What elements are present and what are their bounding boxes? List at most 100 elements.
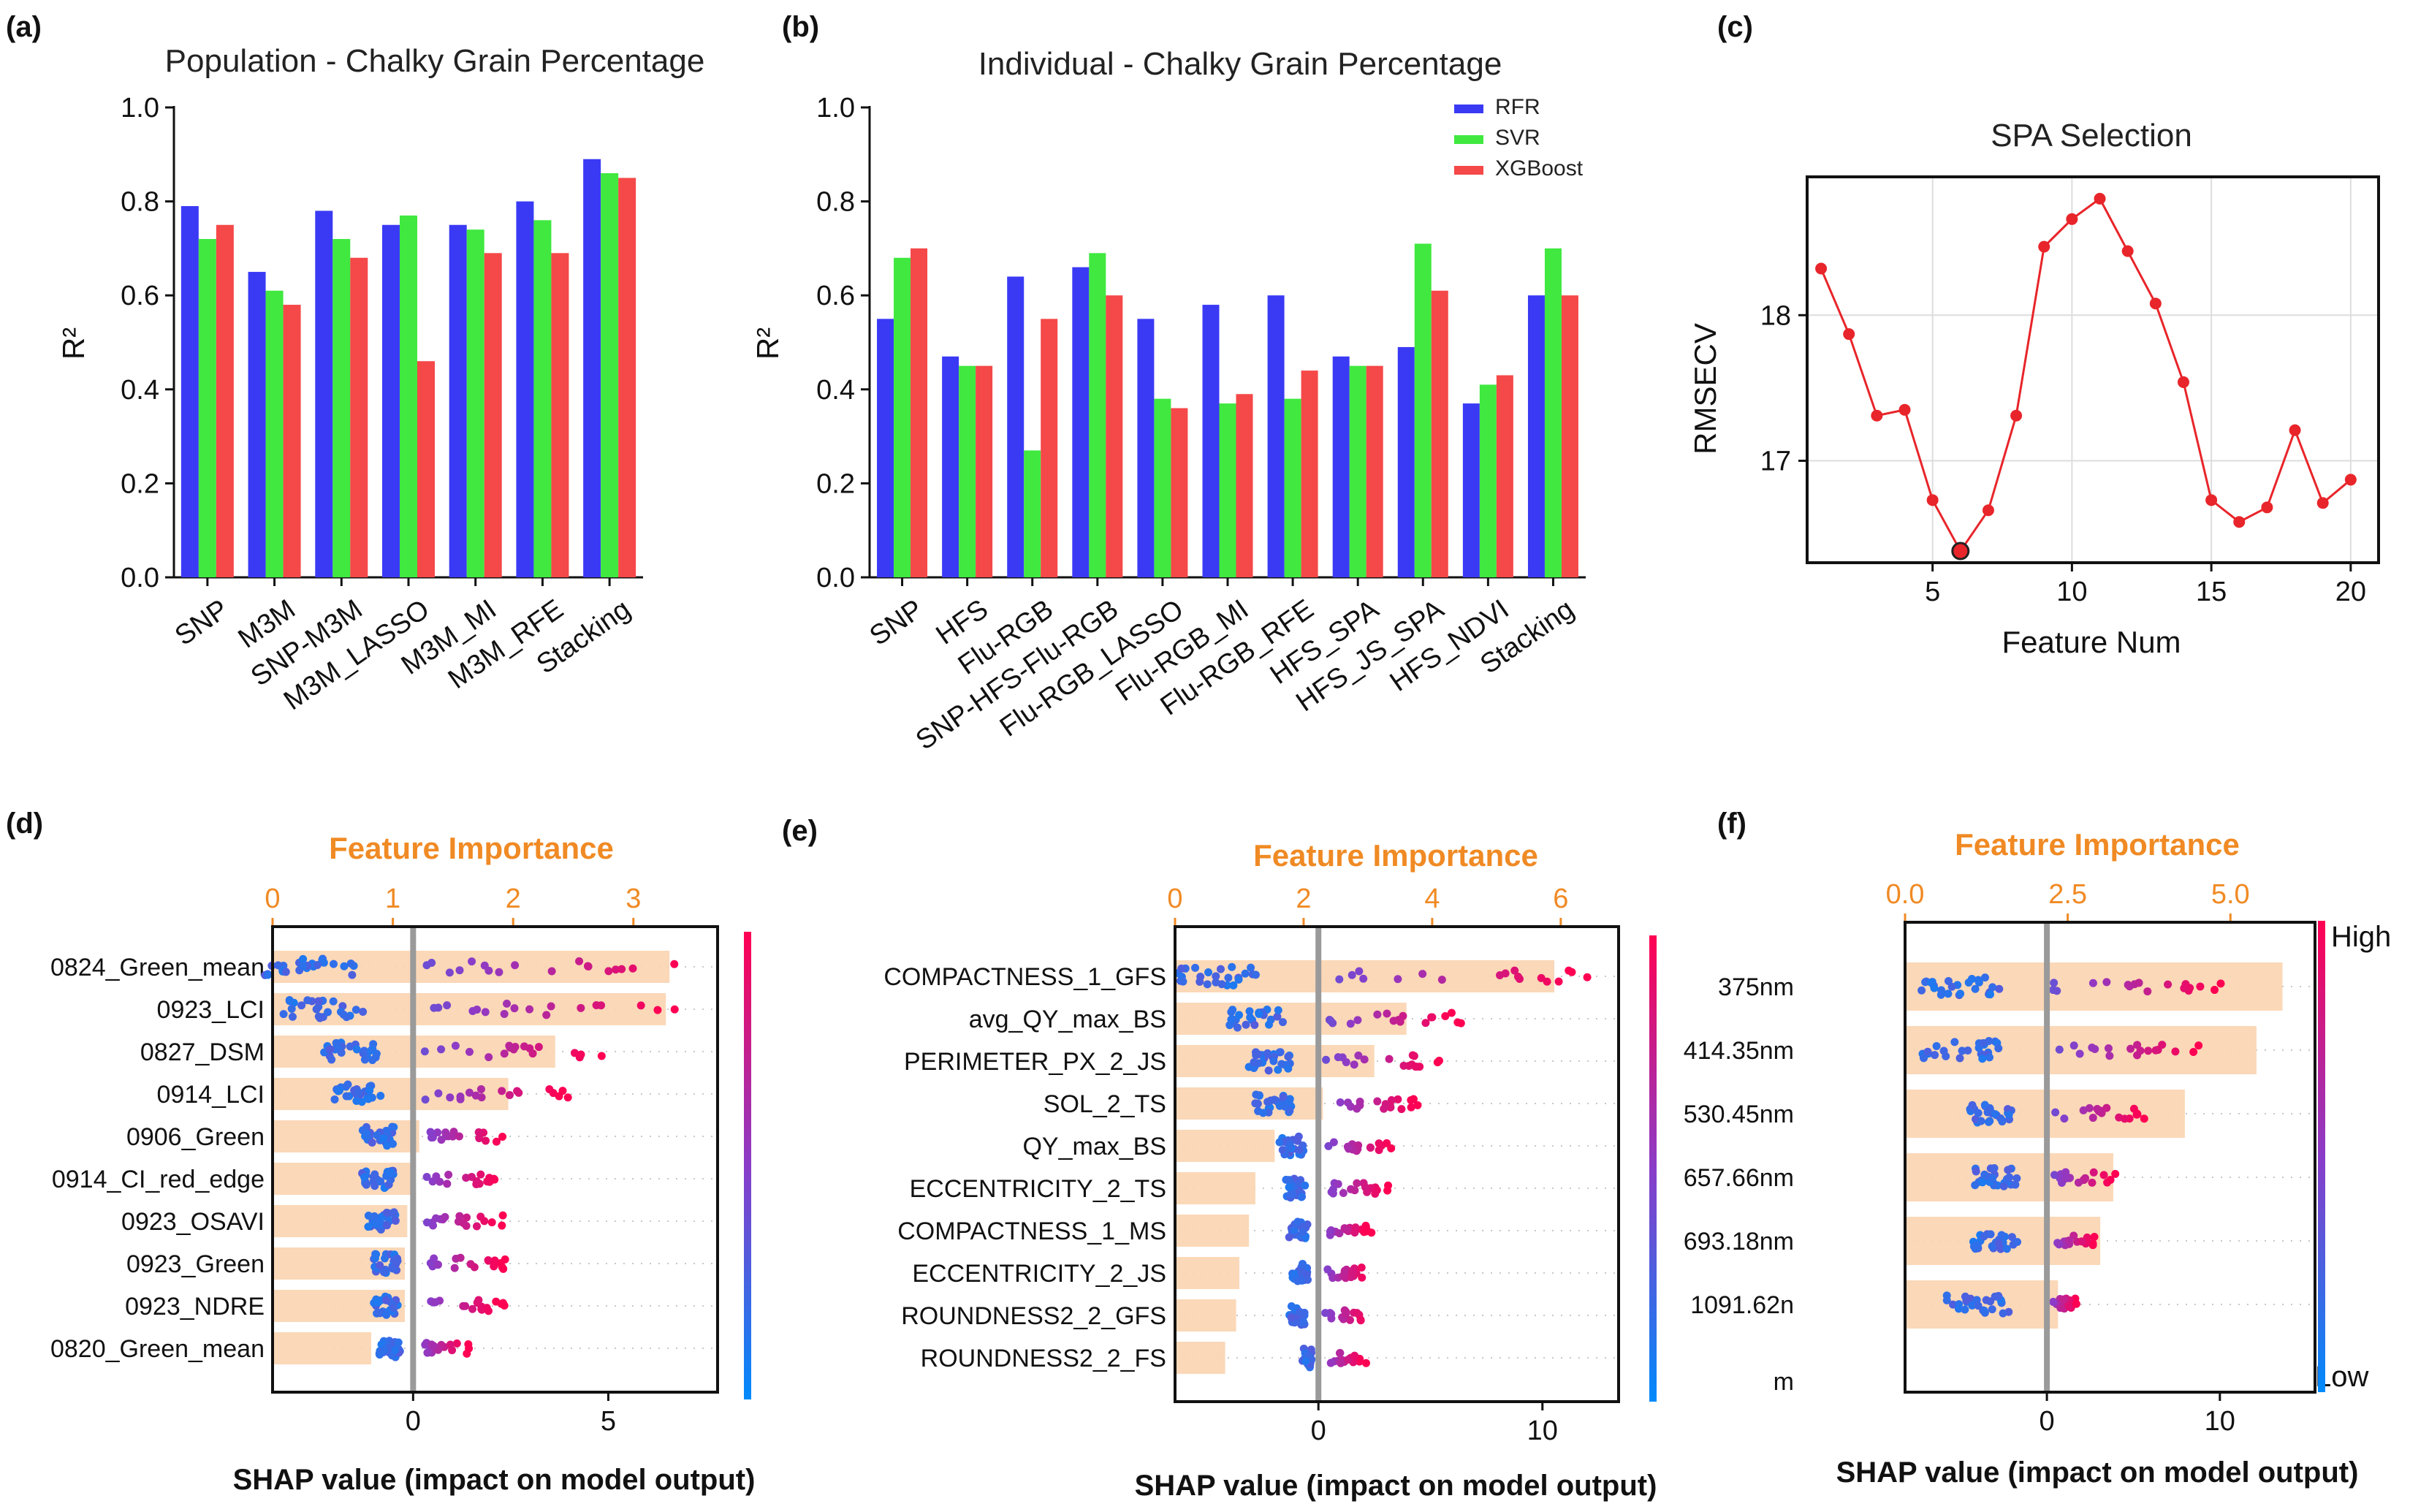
chart-d-shap-dot: [388, 1264, 397, 1273]
chart-f-shap-dot: [2064, 1302, 2073, 1310]
chart-e-shap-dot: [1270, 1095, 1279, 1104]
chart-e-shap-dot: [1278, 1146, 1287, 1155]
chart-e-shap-dot: [1241, 969, 1250, 978]
chart-d-shap-dot: [382, 1310, 391, 1319]
chart-e-shap-dot: [1273, 1012, 1282, 1021]
chart-b-bar-xgboost: [1301, 371, 1318, 577]
chart-d-shap-dot: [422, 1218, 431, 1227]
chart-d-xlabel: SHAP value (impact on model output): [233, 1464, 756, 1496]
chart-a-bar-svr: [466, 229, 484, 577]
chart-d-importance-bar: [273, 1332, 371, 1364]
chart-d-shap-dot: [514, 1088, 523, 1097]
chart-f-feature-label: 657.66nm: [1684, 1164, 1794, 1192]
chart-b-bar-svr: [1219, 403, 1236, 577]
chart-d-shap-dot: [480, 1217, 489, 1226]
chart-e-shap-dot: [1373, 1010, 1382, 1019]
chart-b-bar-svr: [1479, 384, 1497, 577]
chart-f-shap-dot: [1917, 986, 1926, 995]
chart-d-shap-dot: [446, 1093, 455, 1102]
chart-e-shap-dot: [1265, 1020, 1274, 1029]
chart-d-shap-dot: [441, 1212, 449, 1221]
chart-e-colorbar: [1649, 935, 1657, 1402]
chart-d-shap-dot: [380, 1345, 389, 1354]
chart-f-shap-dot: [2002, 1245, 2011, 1253]
chart-d-shap-dot: [653, 1006, 662, 1014]
chart-e-shap-dot: [1252, 1090, 1261, 1099]
chart-f-feature-label: 1091.62n: [1690, 1291, 1794, 1319]
chart-e-shap-dot: [1354, 1051, 1363, 1060]
chart-f-shap-dot: [1967, 975, 1976, 984]
chart-d-shap-dot: [575, 957, 584, 965]
chart-e-shap-dot: [1269, 1057, 1278, 1065]
chart-d-shap-dot: [482, 1136, 490, 1145]
chart-f-shap-dot: [1995, 984, 2004, 993]
chart-f-shap-dot: [1978, 1178, 1987, 1187]
chart-e-shap-dot: [1344, 1355, 1353, 1364]
chart-e-shap-dot: [1346, 1019, 1355, 1028]
chart-e-shap-dot: [1274, 1065, 1282, 1074]
chart-f-shap-dot: [1944, 976, 1953, 985]
chart-f-shap-dot: [1974, 1302, 1983, 1310]
chart-e-shap-dot: [1410, 1052, 1418, 1060]
chart-f-shap-dot: [1932, 1041, 1941, 1050]
chart-f-shap-dot: [2216, 979, 2225, 988]
chart-d-shap-dot: [373, 1308, 382, 1317]
chart-b-bar-rfr: [1462, 403, 1480, 577]
chart-e-shap-dot: [1373, 1097, 1382, 1106]
chart-d-shap-dot: [335, 1087, 343, 1095]
chart-e-shap-dot: [1428, 1013, 1437, 1022]
chart-d-shap-dot: [577, 1003, 585, 1012]
chart-d-shap-dot: [472, 1222, 481, 1231]
chart-e-shap-dot: [1250, 1021, 1259, 1030]
chart-e-shap-dot: [1554, 977, 1563, 986]
chart-e-shap-dot: [1254, 1050, 1263, 1059]
chart-e-shap-dot: [1418, 970, 1427, 979]
panel-label-f: (f): [1717, 808, 1746, 840]
chart-d-shap-dot: [376, 1091, 385, 1100]
chart-e-shap-dot: [1204, 968, 1213, 977]
chart-f-shap-dot: [2088, 1044, 2097, 1052]
chart-f-shap-dot: [1999, 1182, 2008, 1190]
chart-d-feature-label: 0820_Green_mean: [50, 1335, 265, 1363]
chart-e-shap-dot: [1247, 963, 1255, 972]
chart-e-shap-dot: [1242, 1020, 1250, 1029]
chart-d-feature-label: 0824_Green_mean: [50, 954, 265, 981]
chart-d-shap-dot: [444, 1170, 453, 1179]
chart-d-feature-label: 0923_OSAVI: [121, 1208, 265, 1236]
chart-f-shap-dot: [2105, 1052, 2114, 1060]
chart-e-shap-dot: [1413, 1101, 1422, 1109]
chart-f-shap-dot: [2158, 1041, 2167, 1049]
chart-f-shap-dot: [2115, 1113, 2124, 1122]
chart-e-shap-tick-label: 10: [1527, 1416, 1558, 1446]
chart-f-shap-dot: [1997, 1231, 2006, 1239]
chart-d-shap-dot: [476, 1084, 485, 1093]
chart-f-colorbar: [2318, 921, 2325, 1392]
chart-d-shap-dot: [318, 956, 327, 965]
chart-e-shap-tick-label: 0: [1311, 1416, 1326, 1446]
chart-d-shap-dot: [365, 1086, 374, 1095]
chart-d-feature-label: 0914_CI_red_edge: [52, 1166, 265, 1193]
chart-d-shap-dot: [547, 1002, 555, 1011]
chart-c-xtick-label: 10: [2056, 577, 2087, 607]
chart-c-point: [1926, 494, 1939, 506]
chart-d-shap-dot: [510, 1004, 519, 1013]
chart-e-frame: [1174, 925, 1620, 1403]
chart-e-shap-dot: [1251, 970, 1260, 979]
chart-d-shap-dot: [423, 1348, 432, 1357]
chart-e-shap-dot: [1387, 1095, 1396, 1104]
chart-d-shap-dot: [329, 997, 338, 1006]
chart-d-feature-label: 0827_DSM: [140, 1038, 265, 1066]
chart-b-bar-xgboost: [1236, 394, 1253, 577]
chart-e-shap-dot: [1285, 1142, 1293, 1151]
chart-d-shap-dot: [468, 1007, 477, 1016]
chart-d-shap-dot: [485, 1174, 494, 1182]
chart-a-bar-svr: [265, 290, 284, 577]
chart-f-feature-label: 414.35nm: [1684, 1037, 1794, 1065]
chart-b-bar-xgboost: [1041, 319, 1058, 577]
chart-d-shap-dot: [490, 1256, 499, 1265]
chart-e-shap-dot: [1565, 966, 1573, 975]
chart-a-xtick-label: SNP: [170, 594, 234, 652]
chart-d-shap-dot: [484, 966, 493, 975]
chart-e-shap-dot: [1234, 975, 1243, 984]
chart-d-feature-label: 0914_LCI: [157, 1081, 265, 1109]
